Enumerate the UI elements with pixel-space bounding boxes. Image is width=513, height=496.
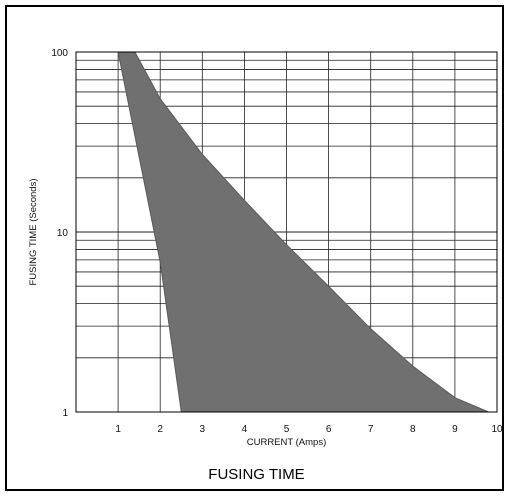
plot-border xyxy=(75,51,498,413)
x-axis-label: CURRENT (Amps) xyxy=(247,437,327,448)
x-tick-labels: 1 2 3 4 5 6 7 8 9 10 xyxy=(115,424,503,435)
x-tick-label: 2 xyxy=(157,424,163,435)
y-tick-label: 10 xyxy=(57,228,69,239)
x-tick-label: 9 xyxy=(452,424,458,435)
x-tick-label: 10 xyxy=(491,424,503,435)
x-tick-label: 3 xyxy=(200,424,206,435)
fusing-time-band xyxy=(117,51,489,413)
x-tick-label: 1 xyxy=(115,424,121,435)
y-tick-label: 100 xyxy=(51,48,68,59)
y-tick-label: 1 xyxy=(62,408,68,419)
x-tick-label: 8 xyxy=(410,424,416,435)
x-tick-label: 7 xyxy=(368,424,374,435)
x-tick-label: 4 xyxy=(242,424,248,435)
x-tick-label: 6 xyxy=(326,424,332,435)
chart-frame xyxy=(5,5,504,491)
y-tick-labels: 1 10 100 xyxy=(51,48,68,419)
chart-caption: FUSING TIME xyxy=(208,466,305,483)
y-axis-label: FUSING TIME (Seconds) xyxy=(28,179,39,286)
x-tick-label: 5 xyxy=(284,424,290,435)
